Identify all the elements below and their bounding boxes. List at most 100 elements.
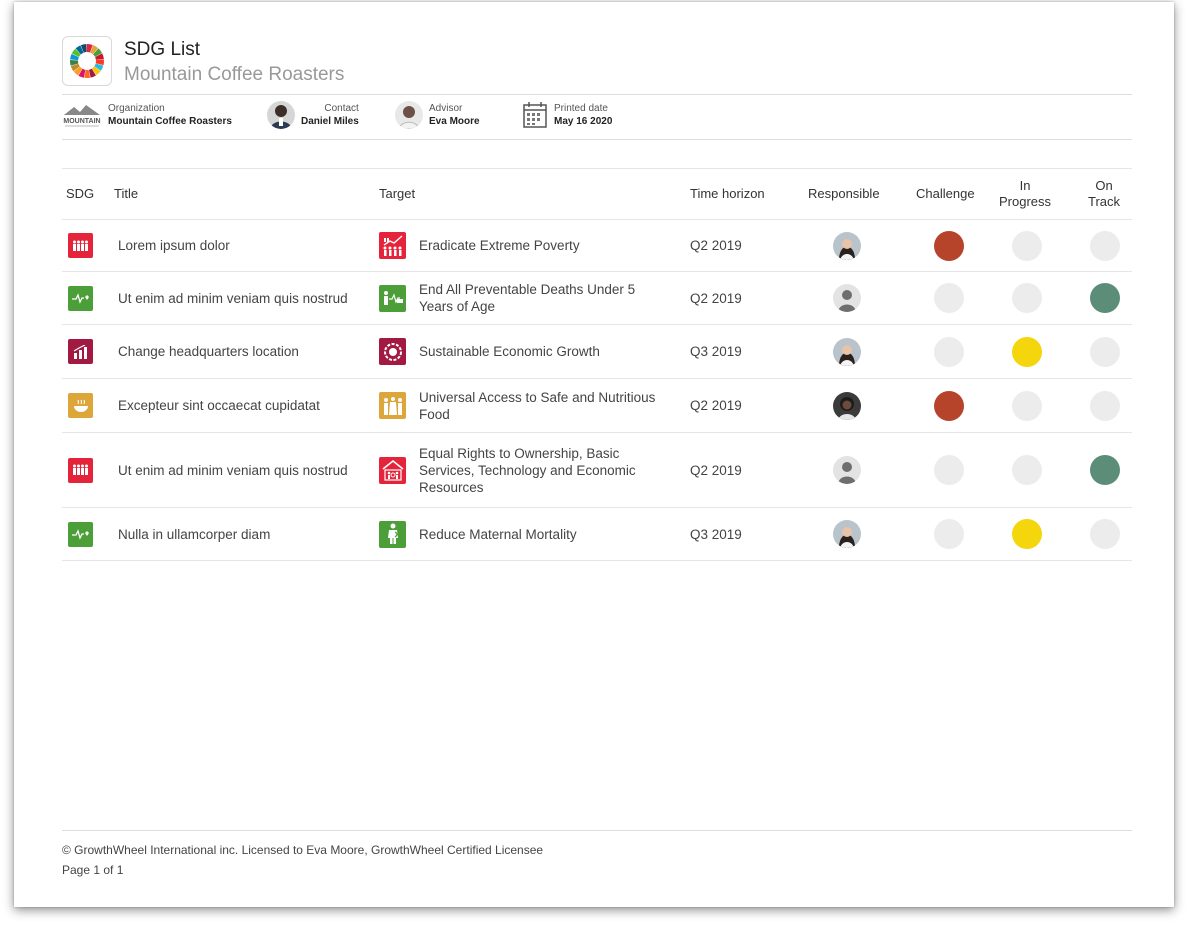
on-track-cell: [1090, 508, 1120, 560]
time-horizon-cell: Q3 2019: [690, 508, 742, 560]
table-row: Ut enim ad minim veniam quis nostrud Equ…: [62, 433, 1132, 508]
organization-value: Mountain Coffee Roasters: [108, 116, 232, 127]
in-progress-cell: [1012, 325, 1042, 378]
title-cell: Excepteur sint occaecat cupidatat: [118, 379, 358, 432]
challenge-indicator: [934, 230, 964, 261]
row-target: Sustainable Economic Growth: [419, 344, 600, 359]
organization-label: Organization: [108, 103, 165, 114]
responsible-avatar: [833, 456, 861, 484]
sdg-wheel-icon: [70, 44, 104, 78]
sdg-cell: [68, 272, 93, 324]
title-cell: Ut enim ad minim veniam quis nostrud: [118, 272, 358, 324]
column-header-in-progress: In Progress: [998, 178, 1052, 209]
growth-chart-icon: [68, 339, 93, 364]
in-progress-indicator: [1012, 230, 1042, 261]
footer: © GrowthWheel International inc. License…: [62, 840, 543, 880]
column-header-target: Target: [379, 186, 416, 201]
printed-date-label: Printed date: [554, 103, 608, 114]
in-progress-indicator: [1012, 519, 1042, 549]
page-number: Page 1 of 1: [62, 863, 124, 877]
table-row: Nulla in ullamcorper diam Reduce Materna…: [62, 508, 1132, 561]
column-header-sdg: SDG: [66, 186, 95, 201]
title-cell: Ut enim ad minim veniam quis nostrud: [118, 433, 358, 507]
printed-date-value: May 16 2020: [554, 116, 613, 127]
sdg-cell: [68, 508, 93, 560]
time-horizon-cell: Q2 2019: [690, 433, 742, 507]
challenge-indicator: [934, 283, 964, 313]
row-time-horizon: Q3 2019: [690, 526, 742, 542]
family-food-icon: [379, 392, 406, 419]
in-progress-indicator: [1012, 336, 1042, 367]
meta-info-bar: MOUNTAIN Organization Mountain Coffee Ro…: [62, 94, 1132, 140]
row-time-horizon: Q3 2019: [690, 344, 742, 359]
column-header-time-horizon: Time horizon: [690, 186, 765, 201]
target-icon-cell: [379, 508, 406, 560]
in-progress-cell: [1012, 220, 1042, 271]
column-header-on-track: On Track: [1087, 178, 1121, 209]
sdg-table: SDG Title Target Time horizon Responsibl…: [62, 168, 1132, 561]
target-icon-cell: [379, 272, 406, 324]
row-target: Reduce Maternal Mortality: [419, 526, 577, 542]
target-cell: Eradicate Extreme Poverty: [419, 220, 669, 271]
challenge-cell: [934, 272, 964, 324]
title-cell: Change headquarters location: [118, 325, 358, 378]
in-progress-indicator: [1012, 390, 1042, 421]
time-horizon-cell: Q3 2019: [690, 325, 742, 378]
table-row: Change headquarters location Sustainable…: [62, 325, 1132, 379]
responsible-cell: [833, 272, 861, 324]
in-progress-cell: [1012, 272, 1042, 324]
row-title: Ut enim ad minim veniam quis nostrud: [118, 290, 348, 306]
on-track-indicator: [1090, 519, 1120, 549]
column-header-title: Title: [114, 186, 139, 201]
row-title: Nulla in ullamcorper diam: [118, 526, 271, 542]
title-cell: Nulla in ullamcorper diam: [118, 508, 358, 560]
target-icon-cell: [379, 379, 406, 432]
organization-meta: MOUNTAIN Organization Mountain Coffee Ro…: [62, 101, 232, 129]
in-progress-cell: [1012, 508, 1042, 560]
challenge-indicator: [934, 336, 964, 367]
challenge-cell: [934, 433, 964, 507]
responsible-avatar: [833, 391, 861, 420]
row-title: Change headquarters location: [118, 344, 299, 359]
target-cell: Sustainable Economic Growth: [419, 325, 669, 378]
row-target: Universal Access to Safe and Nutritious …: [419, 389, 656, 422]
row-time-horizon: Q2 2019: [690, 462, 742, 478]
on-track-cell: [1090, 433, 1120, 507]
house-rights-icon: [379, 456, 406, 484]
challenge-cell: [934, 220, 964, 271]
challenge-indicator: [934, 390, 964, 421]
responsible-cell: [833, 433, 861, 507]
document-title: SDG List: [124, 39, 201, 60]
table-row: Lorem ipsum dolor Eradicate Extreme Pove…: [62, 220, 1132, 272]
mountain-logo-icon: MOUNTAIN: [63, 105, 101, 127]
target-cell: Reduce Maternal Mortality: [419, 508, 669, 560]
table-body: Lorem ipsum dolor Eradicate Extreme Pove…: [62, 220, 1132, 561]
people-icon: [68, 457, 93, 483]
in-progress-indicator: [1012, 283, 1042, 313]
on-track-cell: [1090, 220, 1120, 271]
printed-date-meta: Printed date May 16 2020: [522, 101, 612, 129]
footer-divider: [62, 830, 1132, 831]
on-track-cell: [1090, 325, 1120, 378]
calendar-icon: [523, 102, 547, 128]
sdg-wheel-logo: [62, 36, 112, 86]
contact-avatar: [267, 101, 295, 129]
food-bowl-icon: [68, 393, 93, 418]
poverty-chart-icon: [379, 232, 406, 259]
copyright-text: © GrowthWheel International inc. License…: [62, 843, 544, 857]
responsible-avatar: [833, 284, 861, 312]
on-track-cell: [1090, 272, 1120, 324]
sdg-cell: [68, 433, 93, 507]
responsible-cell: [833, 508, 861, 560]
svg-text:MOUNTAIN: MOUNTAIN: [63, 118, 100, 125]
responsible-avatar: [833, 337, 861, 366]
row-target: Eradicate Extreme Poverty: [419, 238, 580, 253]
people-icon: [68, 233, 93, 258]
on-track-cell: [1090, 379, 1120, 432]
row-target: Equal Rights to Ownership, Basic Service…: [419, 445, 636, 495]
challenge-cell: [934, 325, 964, 378]
row-title: Lorem ipsum dolor: [118, 238, 230, 253]
advisor-value: Eva Moore: [429, 116, 480, 127]
on-track-indicator: [1090, 390, 1120, 421]
row-time-horizon: Q2 2019: [690, 238, 742, 253]
